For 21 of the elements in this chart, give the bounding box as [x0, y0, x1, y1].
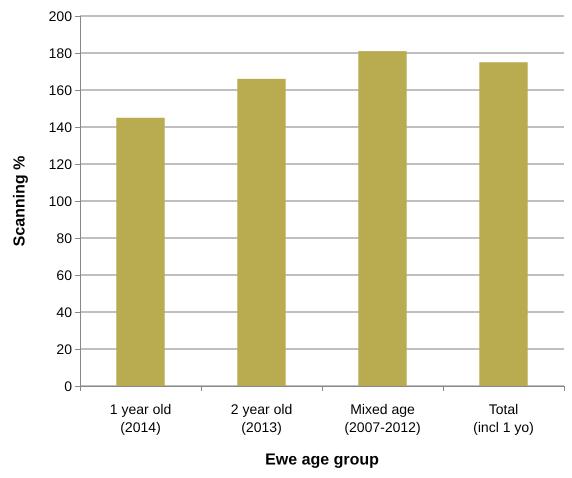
bar: [116, 118, 165, 386]
x-tick-label: 2 year old (2013): [230, 401, 292, 435]
y-tick-label: 20: [56, 341, 72, 357]
bar: [237, 78, 286, 386]
x-tick-label: Mixed age (2007-2012): [344, 401, 421, 435]
x-tick-label: Total (incl 1 yo): [473, 401, 534, 435]
y-tick-label: 40: [56, 304, 72, 320]
y-tick-label: 200: [48, 8, 72, 24]
x-tick-label: 1 year old (2014): [110, 401, 172, 435]
bar: [358, 51, 407, 386]
y-tick-label: 80: [56, 230, 72, 246]
y-tick-label: 100: [48, 193, 72, 209]
y-tick-label: 160: [48, 82, 72, 98]
y-axis-title: Scanning %: [12, 156, 28, 246]
y-tick-label: 60: [56, 267, 72, 283]
bar: [479, 62, 528, 386]
y-tick-label: 120: [48, 156, 72, 172]
y-tick-label: 140: [48, 119, 72, 135]
y-tick-label: 180: [48, 45, 72, 61]
y-tick-label: 0: [64, 378, 72, 394]
x-axis-title: Ewe age group: [265, 452, 380, 468]
